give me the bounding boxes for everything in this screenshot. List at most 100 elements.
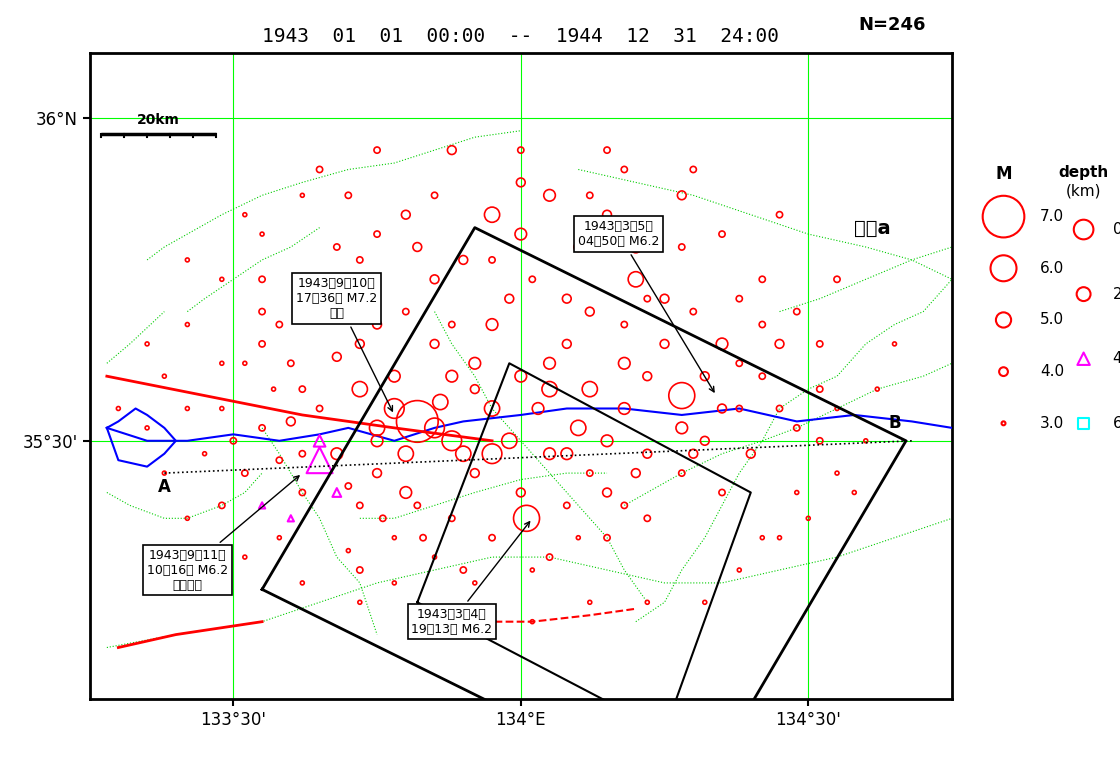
Point <box>995 211 1012 223</box>
Point <box>846 486 864 499</box>
Point <box>754 370 772 382</box>
Point <box>178 318 196 331</box>
Point <box>385 403 403 415</box>
Point <box>466 616 484 628</box>
Point <box>483 532 501 544</box>
Point <box>483 448 501 460</box>
Point <box>558 499 576 511</box>
Point <box>1074 223 1092 236</box>
Point <box>673 390 691 402</box>
Point <box>501 435 519 447</box>
Point <box>236 467 254 480</box>
Point <box>442 318 460 331</box>
Point <box>156 467 174 480</box>
Point <box>310 163 328 176</box>
Point <box>396 486 414 499</box>
Point <box>385 577 403 589</box>
Point <box>426 189 444 201</box>
Text: 20: 20 <box>1112 287 1120 302</box>
Point <box>558 338 576 350</box>
Point <box>442 144 460 157</box>
Point <box>730 564 748 576</box>
Point <box>615 357 633 369</box>
Point <box>995 314 1012 326</box>
Point <box>270 532 288 544</box>
Point <box>787 422 805 434</box>
Point <box>541 448 559 460</box>
Point <box>615 499 633 511</box>
Point <box>339 545 357 557</box>
Point <box>569 422 587 434</box>
Point <box>673 422 691 434</box>
Point <box>426 551 444 563</box>
Point <box>409 616 427 628</box>
Point <box>328 350 346 363</box>
Point <box>523 564 541 576</box>
Point <box>138 422 156 434</box>
Point <box>328 293 346 305</box>
Point <box>339 189 357 201</box>
Point <box>638 597 656 609</box>
Point <box>638 370 656 382</box>
Point <box>541 383 559 395</box>
Point <box>466 467 484 480</box>
Point <box>581 189 599 201</box>
Point <box>196 448 214 460</box>
Title: 1943  01  01  00:00  --  1944  12  31  24:00: 1943 01 01 00:00 -- 1944 12 31 24:00 <box>262 27 780 46</box>
Point <box>293 189 311 201</box>
Point <box>455 448 473 460</box>
Point <box>426 274 444 286</box>
Point <box>293 577 311 589</box>
Point <box>351 254 368 266</box>
Point <box>282 416 300 428</box>
Point <box>512 176 530 188</box>
Point <box>466 383 484 395</box>
Point <box>730 357 748 369</box>
Point <box>466 577 484 589</box>
Point <box>110 403 128 415</box>
Text: 40: 40 <box>1112 351 1120 366</box>
Point <box>328 448 346 460</box>
Point <box>598 532 616 544</box>
Point <box>615 163 633 176</box>
Point <box>696 597 713 609</box>
Point <box>264 383 282 395</box>
Point <box>483 209 501 221</box>
Point <box>811 435 829 447</box>
Text: 1943年3月4日
19時13分 M6.2: 1943年3月4日 19時13分 M6.2 <box>411 521 530 635</box>
Point <box>442 512 460 524</box>
Point <box>178 403 196 415</box>
Point <box>581 306 599 318</box>
Point <box>529 403 547 415</box>
Point <box>615 318 633 331</box>
Point <box>385 370 403 382</box>
Point <box>282 357 300 369</box>
Point <box>368 144 386 157</box>
Point <box>541 189 559 201</box>
Point <box>293 486 311 499</box>
Point <box>253 499 271 511</box>
Point <box>598 144 616 157</box>
Point <box>431 396 449 408</box>
Text: 1943年9月10日
17時36分 M7.2
本震: 1943年9月10日 17時36分 M7.2 本震 <box>296 277 392 411</box>
Text: 60: 60 <box>1112 416 1120 431</box>
Text: 4.0: 4.0 <box>1039 364 1064 379</box>
Point <box>385 532 403 544</box>
Point <box>730 293 748 305</box>
Point <box>541 551 559 563</box>
Point <box>800 512 818 524</box>
Point <box>442 435 460 447</box>
Point <box>754 318 772 331</box>
Point <box>368 228 386 240</box>
Text: depth: depth <box>1058 165 1109 180</box>
Point <box>156 370 174 382</box>
Text: 1943年9月11日
10時16分 M6.2
最大余震: 1943年9月11日 10時16分 M6.2 最大余震 <box>147 476 299 591</box>
Text: 3.0: 3.0 <box>1039 416 1064 431</box>
Point <box>581 597 599 609</box>
Point <box>627 274 645 286</box>
Point <box>293 448 311 460</box>
Point <box>857 435 875 447</box>
Point <box>713 338 731 350</box>
Point <box>673 189 691 201</box>
Point <box>455 564 473 576</box>
